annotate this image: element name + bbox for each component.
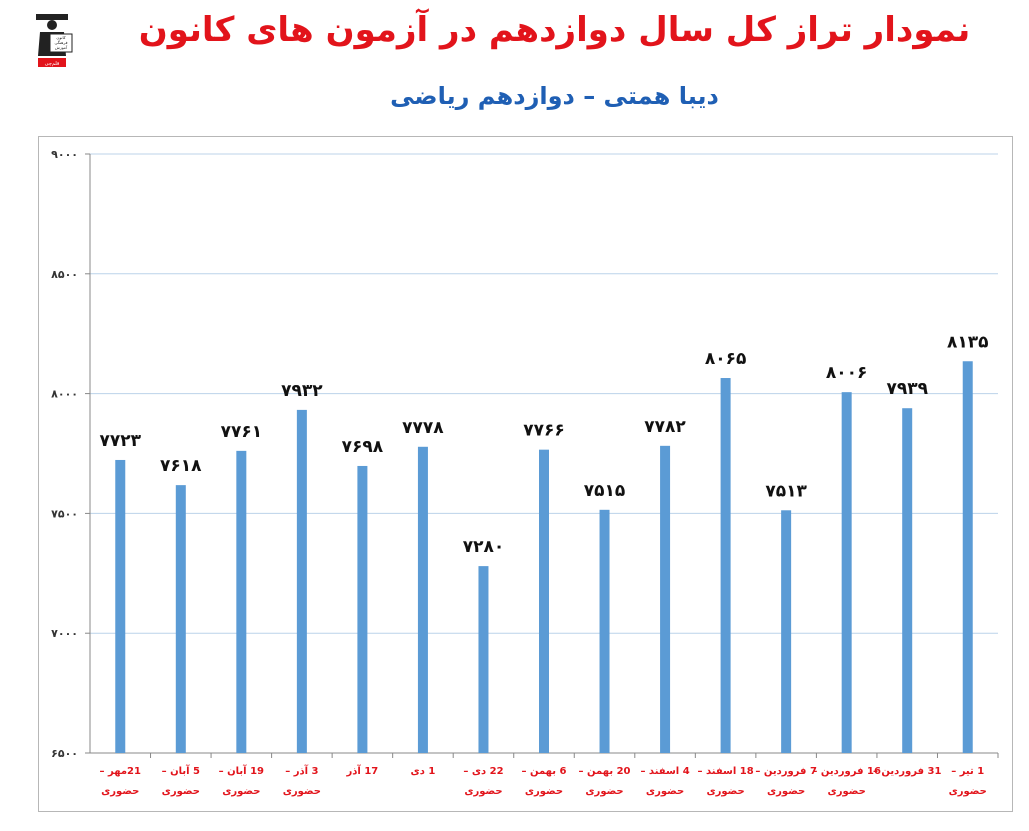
category-label: 5 آبان – <box>162 764 200 777</box>
bar <box>902 408 913 753</box>
category-label: 16 فروردین – <box>812 766 881 777</box>
category-sublabel: حضوری <box>585 786 623 797</box>
category-label: 3 آذر – <box>285 764 318 777</box>
category-label: 20 بهمن – <box>579 766 631 777</box>
y-tick-label: ۷۰۰۰ <box>51 627 78 640</box>
category-sublabel: حضوری <box>646 786 684 797</box>
bar <box>296 409 307 753</box>
bar <box>417 446 428 753</box>
y-tick-label: ۸۵۰۰ <box>51 268 78 281</box>
data-label: ۷۹۳۲ <box>281 381 323 401</box>
category-sublabel: حضوری <box>162 786 200 797</box>
data-label: ۷۲۸۰ <box>463 537 505 557</box>
logo-line-1: کانون <box>56 35 65 40</box>
category-label: 31 فروردین – <box>873 766 942 777</box>
data-label: ۸۰۶۵ <box>705 349 747 369</box>
data-label: ۷۷۷۸ <box>402 418 444 438</box>
page-subtitle: دیبا همتی – دوازدهم ریاضی <box>390 82 719 110</box>
bar <box>478 566 489 753</box>
data-label: ۷۷۲۳ <box>100 431 142 451</box>
category-label: 17 آذر <box>346 764 379 777</box>
bar <box>539 449 549 753</box>
data-label: ۸۱۳۵ <box>947 332 989 352</box>
data-label: ۷۷۸۲ <box>644 417 686 437</box>
category-label: 6 بهمن – <box>522 766 567 777</box>
logo-badge: قلم‌چی <box>45 61 60 67</box>
page-title: نمودار تراز کل سال دوازدهم در آزمون های … <box>138 10 971 50</box>
y-tick-label: ۹۰۰۰ <box>51 148 78 161</box>
category-sublabel: حضوری <box>949 786 987 797</box>
logo-line-2: فرهنگی <box>55 40 68 45</box>
data-label: ۷۶۹۸ <box>342 437 384 457</box>
category-label: 7 فروردین – <box>755 766 817 777</box>
category-sublabel: حضوری <box>525 786 563 797</box>
bar <box>175 485 186 753</box>
bar <box>841 392 852 753</box>
bar <box>236 450 247 753</box>
category-sublabel: حضوری <box>706 786 744 797</box>
logo-line-3: آموزش <box>55 45 68 50</box>
bar <box>660 445 671 753</box>
category-label: 18 اسفند – <box>697 766 753 777</box>
data-label: ۷۹۳۹ <box>886 379 928 399</box>
bar <box>599 509 610 753</box>
y-tick-label: ۶۵۰۰ <box>51 747 78 760</box>
bar <box>781 510 792 753</box>
category-sublabel: حضوری <box>828 786 866 797</box>
data-label: ۷۶۱۸ <box>160 456 202 476</box>
category-sublabel: حضوری <box>283 786 321 797</box>
category-label: 19 آبان – <box>219 764 264 777</box>
category-label: 1 تیر – <box>951 766 984 777</box>
data-label: ۸۰۰۶ <box>826 363 868 383</box>
graduate-logo-icon: کانون فرهنگی آموزش قلم‌چی <box>36 14 73 67</box>
y-tick-label: ۷۵۰۰ <box>51 507 78 520</box>
chart-frame <box>38 136 1013 812</box>
bar <box>357 465 368 753</box>
category-sublabel: حضوری <box>222 786 260 797</box>
y-tick-label: ۸۰۰۰ <box>51 388 78 401</box>
data-label: ۷۷۶۱ <box>221 422 263 442</box>
bar <box>115 459 126 753</box>
category-label: 1 دی <box>411 766 436 777</box>
category-sublabel: حضوری <box>767 786 805 797</box>
data-label: ۷۵۱۵ <box>584 481 626 501</box>
data-label: ۷۵۱۳ <box>765 481 807 501</box>
category-sublabel: حضوری <box>464 786 502 797</box>
category-label: 4 اسفند – <box>640 766 689 777</box>
data-label: ۷۷۶۶ <box>523 421 565 441</box>
category-sublabel: حضوری <box>101 786 139 797</box>
category-label: 21مهر – <box>100 766 141 777</box>
bar <box>720 378 731 753</box>
bar <box>962 361 973 753</box>
kanoon-logo: کانون فرهنگی آموزش قلم‌چی <box>30 6 74 70</box>
category-label: 22 دی – <box>463 766 503 777</box>
